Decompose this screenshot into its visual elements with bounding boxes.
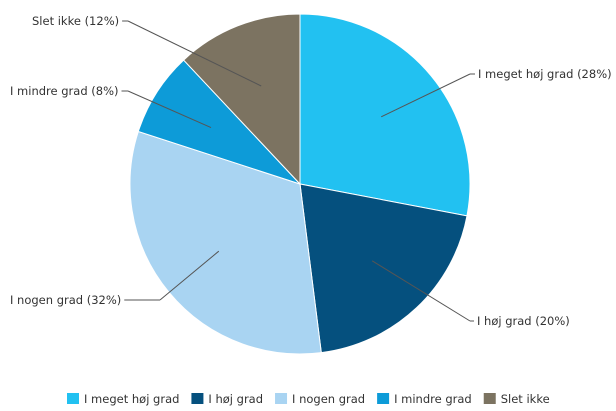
leader-lines [121,20,475,322]
legend-swatch [377,393,390,404]
pie-slices [129,13,471,355]
leader-line [127,90,212,128]
slice-label: I nogen grad (32%) [10,293,121,307]
slice-label: I meget høj grad (28%) [478,67,612,81]
leader-line [159,250,220,301]
leader-line [127,20,262,87]
leader-line [371,260,471,322]
legend: I meget høj grad I høj grad I nogen grad I … [67,392,550,406]
legend-swatch [191,393,204,404]
legend-label: I meget høj grad [84,392,179,406]
slice-labels: I meget høj grad (28%) I høj grad (20%) I … [10,14,612,328]
pie-slice-slet-ikke [182,13,301,186]
legend-swatch [483,393,496,404]
legend-label: I mindre grad [394,392,472,406]
legend-label: I høj grad [208,392,263,406]
legend-swatch [275,393,288,404]
slice-label: I mindre grad (8%) [10,84,119,98]
legend-label: Slet ikke [501,392,550,406]
legend-label: I nogen grad [292,392,365,406]
slice-label: Slet ikke (12%) [32,14,119,28]
slice-label: I høj grad (20%) [477,314,570,328]
legend-swatch [67,393,79,404]
leader-line [380,73,471,118]
